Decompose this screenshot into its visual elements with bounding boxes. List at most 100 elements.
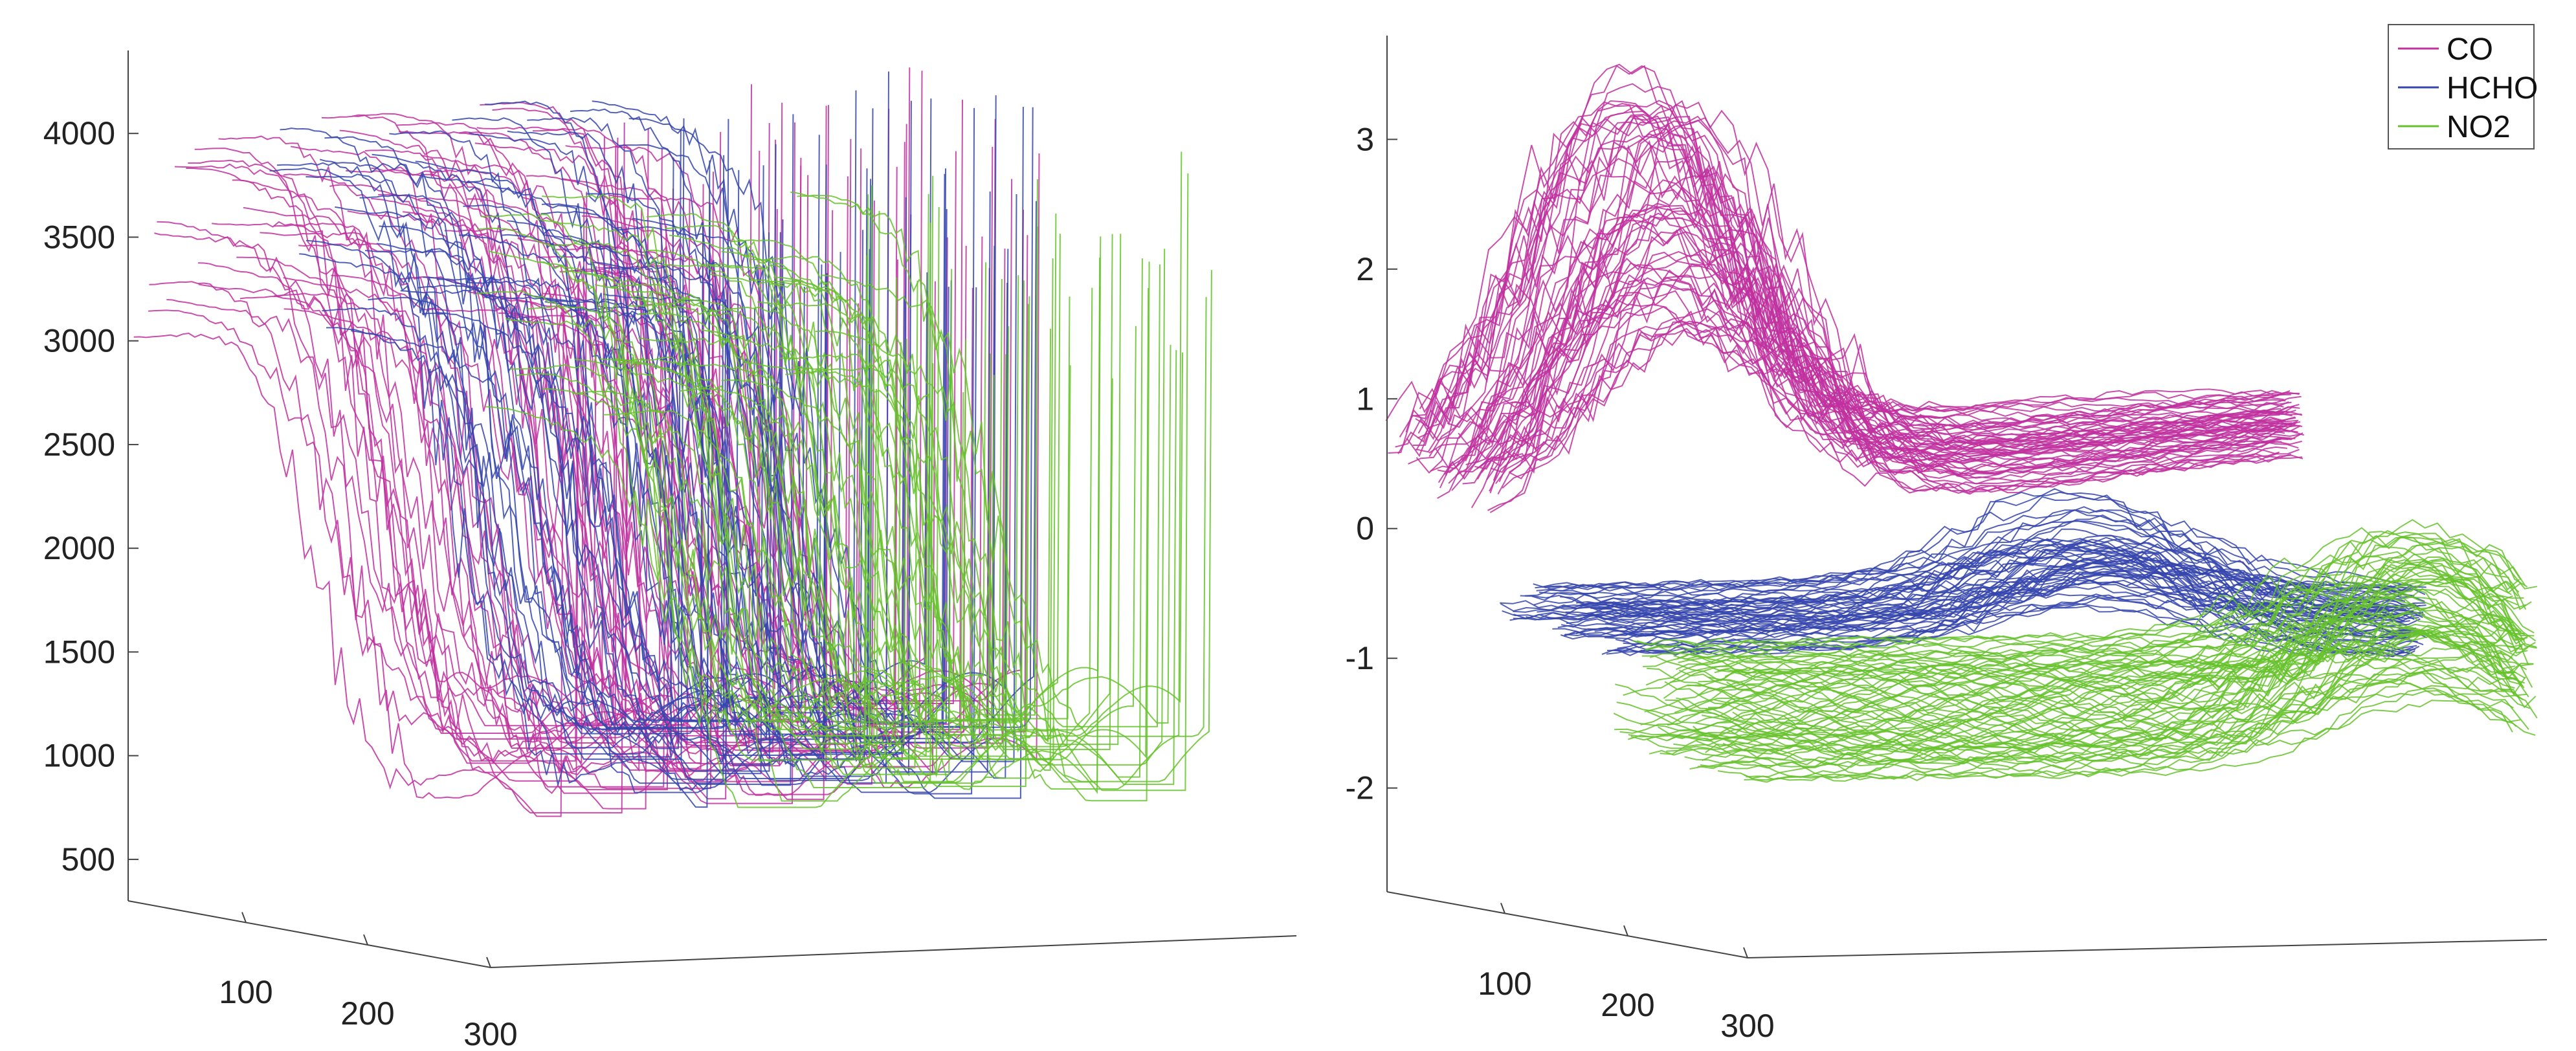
- curve-co: [396, 105, 827, 801]
- z-tick-label: 3500: [43, 219, 115, 255]
- z-tick-label: 3: [1356, 121, 1374, 157]
- curve-co: [186, 145, 617, 727]
- curve-no2: [542, 175, 934, 731]
- depth-tick-label: 200: [340, 995, 394, 1032]
- curve-hcho: [350, 308, 756, 729]
- curve-no2: [575, 339, 967, 723]
- curve-co: [1511, 263, 2302, 494]
- curve-no2: [1670, 645, 2521, 746]
- curve-no2: [1724, 643, 2537, 772]
- curve-no2: [603, 375, 995, 728]
- z-tick-label: 4000: [43, 115, 115, 151]
- curve-no2: [1722, 608, 2522, 780]
- curve-co: [194, 122, 625, 813]
- curve-hcho: [465, 249, 871, 743]
- curve-co: [283, 264, 714, 795]
- curve-hcho: [359, 165, 764, 775]
- curve-hcho: [1606, 540, 2412, 656]
- curve-no2: [1660, 647, 2521, 755]
- curve-hcho: [1565, 528, 2414, 639]
- curve-no2: [721, 378, 1113, 751]
- curve-co: [232, 148, 663, 738]
- curve-co: [218, 128, 649, 810]
- z-tick-label: 1: [1356, 381, 1374, 417]
- curve-no2: [485, 389, 878, 761]
- curve-hcho: [423, 272, 828, 785]
- depth-tick-mark: [363, 934, 368, 946]
- curve-hcho: [1538, 558, 2407, 629]
- legend: CO HCHO NO2: [2388, 24, 2538, 149]
- curve-co: [149, 278, 580, 782]
- curve-no2: [599, 353, 992, 769]
- z-tick-label: 1000: [43, 738, 115, 774]
- curve-no2: [1726, 556, 2532, 779]
- curve-hcho: [269, 157, 674, 758]
- curve-no2: [646, 227, 1038, 722]
- curve-no2: [797, 173, 1189, 791]
- depth-axis-line: [1386, 891, 1748, 958]
- curve-no2: [1673, 629, 2533, 747]
- curve-no2: [1641, 578, 2518, 751]
- curve-no2: [758, 261, 1150, 802]
- depth-tick-label: 300: [463, 1016, 517, 1051]
- curve-no2: [779, 344, 1171, 724]
- left-panel: 500 1000 1500 2000 2500 3000 3500 4000 100 200 300: [43, 50, 1297, 1051]
- z-tick-label: -2: [1346, 770, 1374, 806]
- curve-no2: [785, 349, 1177, 785]
- curve-hcho: [280, 118, 685, 760]
- curve-hcho: [326, 294, 731, 729]
- curve-no2: [1713, 588, 2517, 778]
- curve-no2: [773, 249, 1166, 766]
- curve-no2: [757, 287, 1149, 779]
- curve-hcho: [400, 286, 805, 724]
- depth-tick-mark: [241, 912, 247, 923]
- curve-no2: [1702, 628, 2526, 762]
- right-curves: [1385, 63, 2538, 783]
- curve-no2: [665, 213, 1057, 760]
- curve-co: [1481, 319, 2303, 473]
- curve-no2: [1746, 631, 2537, 778]
- curve-co: [532, 100, 963, 731]
- curve-no2: [505, 277, 898, 722]
- curve-no2: [1731, 562, 2528, 782]
- curve-co: [467, 260, 898, 795]
- curve-hcho: [376, 232, 781, 793]
- curve-co: [339, 123, 770, 748]
- curve-hcho: [421, 277, 827, 756]
- depth-tick-mark: [1743, 947, 1748, 958]
- curve-no2: [709, 236, 1102, 721]
- curve-hcho: [305, 204, 711, 735]
- curve-hcho: [612, 194, 1017, 762]
- curve-hcho: [484, 71, 889, 784]
- curve-hcho: [507, 214, 912, 781]
- z-tick-label: 500: [61, 841, 115, 878]
- curve-no2: [561, 269, 953, 775]
- curve-no2: [515, 338, 907, 744]
- curve-hcho: [586, 191, 991, 773]
- z-tick-label: 0: [1356, 511, 1374, 547]
- curve-co: [1498, 171, 2303, 482]
- curve-no2: [488, 210, 880, 808]
- curve-co: [559, 268, 990, 749]
- curve-no2: [768, 264, 1160, 727]
- curve-no2: [815, 296, 1207, 737]
- curve-no2: [1714, 614, 2525, 777]
- curve-hcho: [604, 249, 1009, 779]
- curve-no2: [537, 194, 929, 802]
- curve-no2: [1698, 598, 2512, 761]
- curve-no2: [1744, 672, 2536, 781]
- curve-co: [1508, 265, 2296, 495]
- curve-hcho: [1606, 571, 2414, 656]
- curve-no2: [1744, 626, 2538, 783]
- curve-co: [1502, 329, 2296, 491]
- curve-co: [1495, 322, 2279, 494]
- right-panel: -2 -1 0 1 2 3 100 200 300 CO HCHO NO2: [1346, 24, 2548, 1044]
- curve-hcho: [389, 114, 794, 786]
- z-tick-label: 2: [1356, 251, 1374, 287]
- curve-no2: [1676, 531, 2513, 764]
- curve-co: [1480, 130, 2280, 476]
- curve-no2: [572, 390, 964, 760]
- curve-no2: [476, 255, 868, 750]
- curve-hcho: [322, 299, 727, 780]
- curve-no2: [1649, 591, 2512, 756]
